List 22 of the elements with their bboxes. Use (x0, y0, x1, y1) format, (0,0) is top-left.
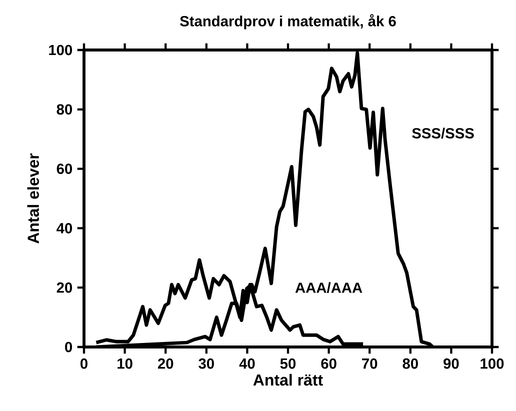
y-tick-label: 0 (65, 342, 72, 352)
y-axis-title: Antal elever (27, 153, 39, 244)
x-tick-label: 50 (280, 358, 296, 369)
x-tick-label: 30 (198, 358, 214, 369)
y-tick-label: 40 (56, 223, 72, 234)
series-label: SSS/SSS (412, 128, 474, 139)
chart-title: Standardprov i matematik, åk 6 (180, 14, 396, 30)
x-tick-label: 10 (118, 358, 132, 369)
y-tick-label: 20 (56, 282, 72, 293)
y-tick-label: 60 (56, 164, 72, 174)
x-tick-label: 100 (480, 358, 504, 369)
x-tick-label: 70 (362, 358, 378, 369)
x-axis-title: Antal rätt (253, 374, 323, 386)
x-tick-label: 0 (80, 358, 88, 369)
x-tick-label: 20 (158, 358, 174, 369)
x-tick-label: 90 (444, 358, 459, 369)
series-label: AAA/AAA (295, 282, 362, 294)
x-tick-label: 80 (402, 358, 418, 369)
y-tick-label: 80 (56, 104, 72, 115)
y-tick-label: 100 (49, 44, 72, 56)
x-tick-label: 40 (239, 358, 255, 369)
x-tick-label: 60 (321, 358, 336, 369)
